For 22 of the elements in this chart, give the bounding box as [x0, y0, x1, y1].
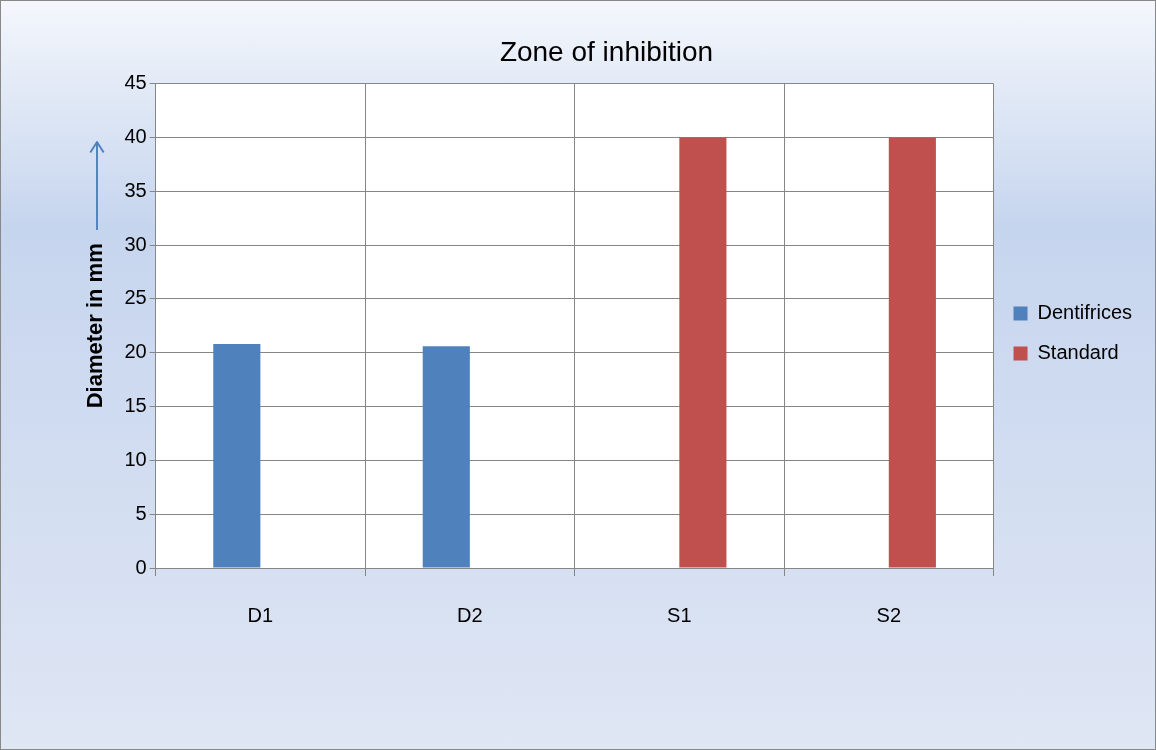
y-tick-label: 35 [124, 178, 147, 201]
bar [422, 346, 470, 568]
y-tick-label: 10 [124, 447, 147, 470]
bar [213, 344, 261, 568]
x-tick-label: D2 [457, 603, 483, 626]
y-tick-label: 5 [135, 501, 147, 524]
y-tick-label: 30 [124, 232, 147, 255]
y-tick-label: 15 [124, 394, 147, 417]
y-tick-label: 45 [124, 71, 147, 94]
y-tick-label: 25 [124, 286, 147, 309]
y-tick-label: 0 [135, 555, 147, 578]
legend-label: Dentifrices [1037, 301, 1133, 324]
y-tick-label: 40 [124, 124, 147, 147]
x-tick-label: S2 [876, 603, 902, 626]
chart-title: Zone of inhibition [499, 35, 714, 67]
y-tick-label: 20 [124, 340, 147, 363]
bar [888, 137, 936, 568]
y-axis-title: Diameter in mm [82, 243, 108, 409]
bar [679, 137, 727, 568]
legend-label: Standard [1037, 341, 1119, 364]
x-tick-label: D1 [247, 603, 274, 626]
x-tick-label: S1 [667, 603, 692, 626]
